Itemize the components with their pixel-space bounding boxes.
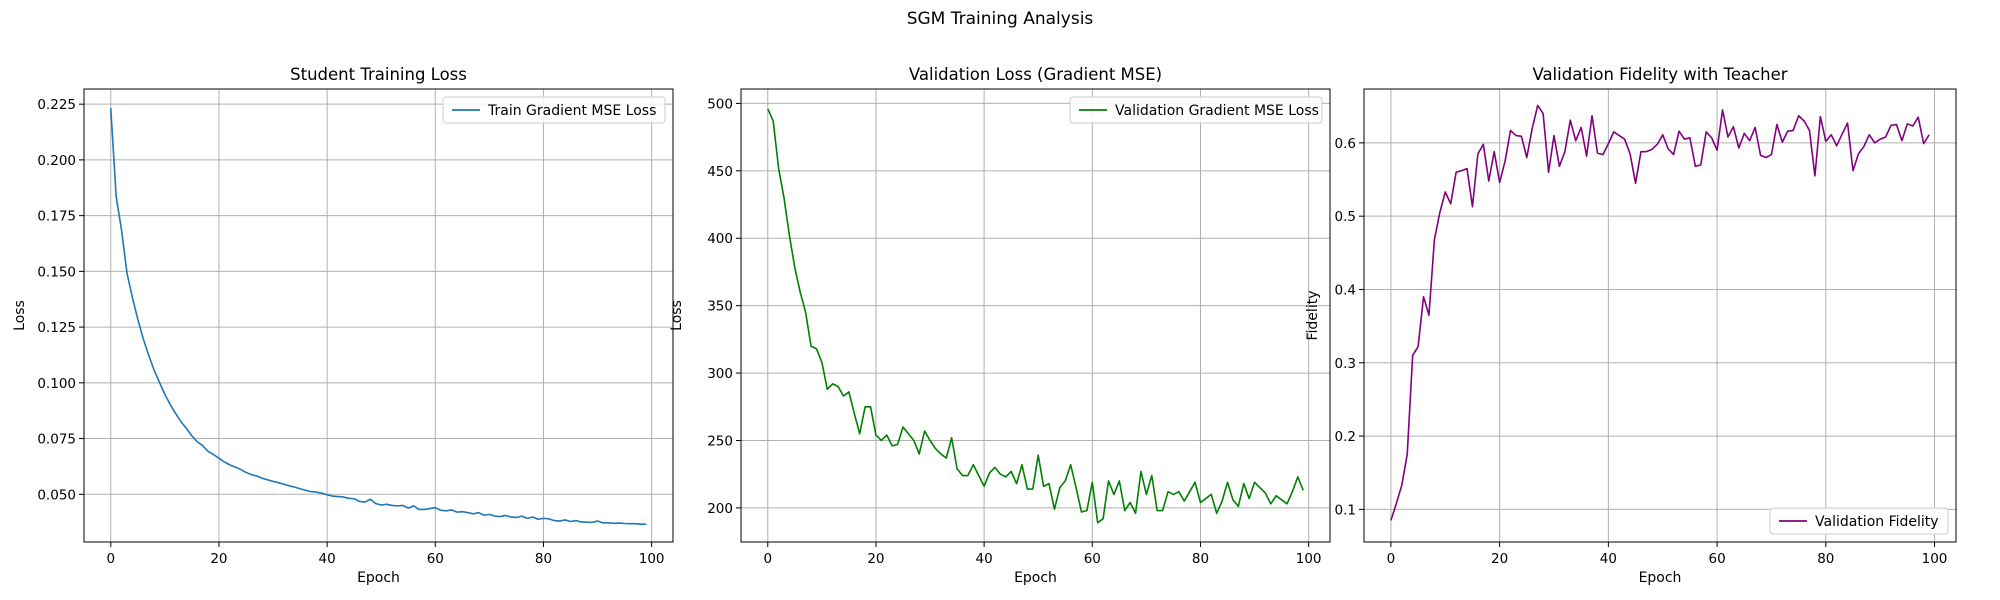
x-tick-label: 100 <box>1296 551 1322 567</box>
y-axis-label: Loss <box>669 300 685 331</box>
y-tick-label: 450 <box>707 164 733 180</box>
y-tick-label: 0.5 <box>1335 209 1356 225</box>
x-tick-label: 100 <box>1922 551 1948 567</box>
y-tick-label: 350 <box>707 299 733 315</box>
chart-title: Validation Fidelity with Teacher <box>1532 65 1787 84</box>
x-axis-label: Epoch <box>1639 570 1682 586</box>
x-tick-label: 0 <box>1387 551 1396 567</box>
y-tick-label: 300 <box>707 366 733 382</box>
y-tick-label: 0.100 <box>37 376 76 392</box>
y-tick-label: 0.050 <box>37 487 76 503</box>
legend-label: Validation Fidelity <box>1815 514 1939 530</box>
legend: Validation Gradient MSE Loss <box>1069 96 1323 124</box>
x-tick-label: 100 <box>639 551 665 567</box>
x-tick-label: 20 <box>1491 551 1508 567</box>
y-tick-label: 0.3 <box>1335 356 1356 372</box>
axes-frame <box>740 88 1331 543</box>
y-tick-label: 0.075 <box>37 432 76 448</box>
figure-suptitle: SGM Training Analysis <box>907 9 1094 29</box>
x-axis-label: Epoch <box>1014 570 1057 586</box>
y-tick-label: 400 <box>707 231 733 247</box>
y-tick-label: 250 <box>707 433 733 449</box>
y-tick-label: 0.175 <box>37 209 76 225</box>
chart-title: Validation Loss (Gradient MSE) <box>909 65 1162 84</box>
legend-box <box>1069 96 1323 124</box>
x-tick-label: 40 <box>319 551 336 567</box>
x-axis-label: Epoch <box>357 570 400 586</box>
chart-panel-1: 0 20 40 60 80 100 0.050 0.075 0.100 0.125 0.150 0.1… <box>12 65 674 586</box>
x-tick-label: 80 <box>535 551 552 567</box>
y-tick-label: 0.1 <box>1335 502 1356 518</box>
y-tick-label: 0.6 <box>1335 136 1356 152</box>
x-tick-label: 60 <box>1084 551 1101 567</box>
series-line-1 <box>767 108 1304 524</box>
legend-box <box>1769 507 1949 535</box>
axes-frame <box>83 88 674 543</box>
x-tick-label: 80 <box>1817 551 1834 567</box>
x-tick-label: 60 <box>1708 551 1725 567</box>
chart-title: Student Training Loss <box>290 65 467 84</box>
axes-frame <box>1363 88 1957 543</box>
y-tick-label: 0.200 <box>37 153 76 169</box>
y-axis-label: Loss <box>12 300 28 331</box>
x-tick-label: 20 <box>210 551 227 567</box>
series-line-1 <box>1390 104 1930 521</box>
legend: Train Gradient MSE Loss <box>442 96 666 124</box>
series-line-1 <box>109 108 647 525</box>
x-tick-label: 60 <box>427 551 444 567</box>
x-tick-label: 0 <box>106 551 115 567</box>
x-tick-label: 40 <box>976 551 993 567</box>
x-tick-label: 40 <box>1600 551 1617 567</box>
legend-label: Train Gradient MSE Loss <box>487 103 656 119</box>
x-tick-label: 0 <box>763 551 772 567</box>
y-tick-label: 0.4 <box>1335 282 1356 298</box>
y-tick-label: 200 <box>707 501 733 517</box>
y-tick-label: 500 <box>707 96 733 112</box>
y-tick-label: 0.150 <box>37 264 76 280</box>
y-tick-label: 0.125 <box>37 320 76 336</box>
chart-panel-3: 0 20 40 60 80 100 0.1 0.2 0.3 0.4 0.5 0.6 Validation… <box>1305 65 1957 586</box>
legend: Validation Fidelity <box>1769 507 1949 535</box>
y-axis-label: Fidelity <box>1305 291 1321 341</box>
chart-panel-2: 0 20 40 60 80 100 200 250 300 350 400 450 500 Validat… <box>669 65 1331 586</box>
y-tick-label: 0.225 <box>37 97 76 113</box>
legend-label: Validation Gradient MSE Loss <box>1115 103 1319 119</box>
x-tick-label: 80 <box>1192 551 1209 567</box>
legend-box <box>442 96 666 124</box>
x-tick-label: 20 <box>867 551 884 567</box>
y-tick-label: 0.2 <box>1335 429 1356 445</box>
